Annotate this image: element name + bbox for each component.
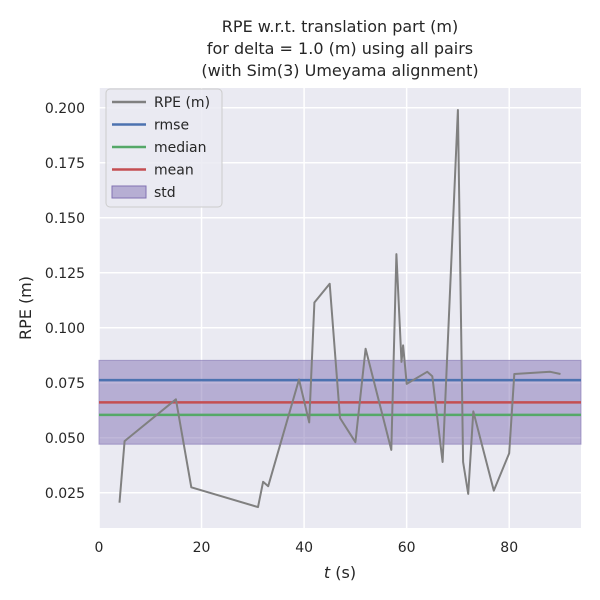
rpe-series-line — [118, 109, 561, 509]
y-tick-label: 0.150 — [45, 211, 85, 227]
chart-title: RPE w.r.t. translation part (m) for delta… — [201, 17, 478, 80]
y-tick-label: 0.050 — [45, 431, 85, 447]
x-tick-label: 60 — [398, 540, 416, 556]
x-tick-label: 40 — [295, 540, 313, 556]
legend-label: mean — [154, 163, 194, 179]
x-axis-unit: (s) — [330, 563, 356, 582]
series-layer — [118, 109, 561, 509]
title-line-3: (with Sim(3) Umeyama alignment) — [201, 61, 478, 80]
legend: RPE (m) rmse median mean std — [105, 88, 223, 208]
x-axis-variable: t — [324, 563, 331, 582]
y-tick-label: 0.125 — [45, 266, 85, 282]
legend-label: RPE (m) — [154, 95, 210, 111]
x-tick-label: 20 — [193, 540, 211, 556]
y-tick-label: 0.025 — [45, 486, 85, 502]
legend-swatch — [111, 185, 147, 199]
y-tick-label: 0.200 — [45, 101, 85, 117]
y-tick-label: 0.175 — [45, 156, 85, 172]
y-tick-labels: 0.025 0.050 0.075 0.100 0.125 0.150 0.175 0.200 — [45, 101, 85, 502]
x-axis-label: t (s) — [324, 563, 356, 582]
y-tick-label: 0.075 — [45, 376, 85, 392]
title-line-2: for delta = 1.0 (m) using all pairs — [207, 39, 473, 58]
x-tick-label: 0 — [95, 540, 104, 556]
legend-label: median — [154, 140, 206, 156]
legend-label: std — [154, 185, 176, 201]
legend-box — [105, 88, 223, 208]
title-line-1: RPE w.r.t. translation part (m) — [222, 17, 458, 36]
x-tick-labels: 0 20 40 60 80 — [95, 540, 519, 556]
legend-label: rmse — [154, 118, 189, 134]
x-tick-label: 80 — [500, 540, 518, 556]
y-axis-label: RPE (m) — [16, 276, 35, 340]
y-tick-label: 0.100 — [45, 321, 85, 337]
